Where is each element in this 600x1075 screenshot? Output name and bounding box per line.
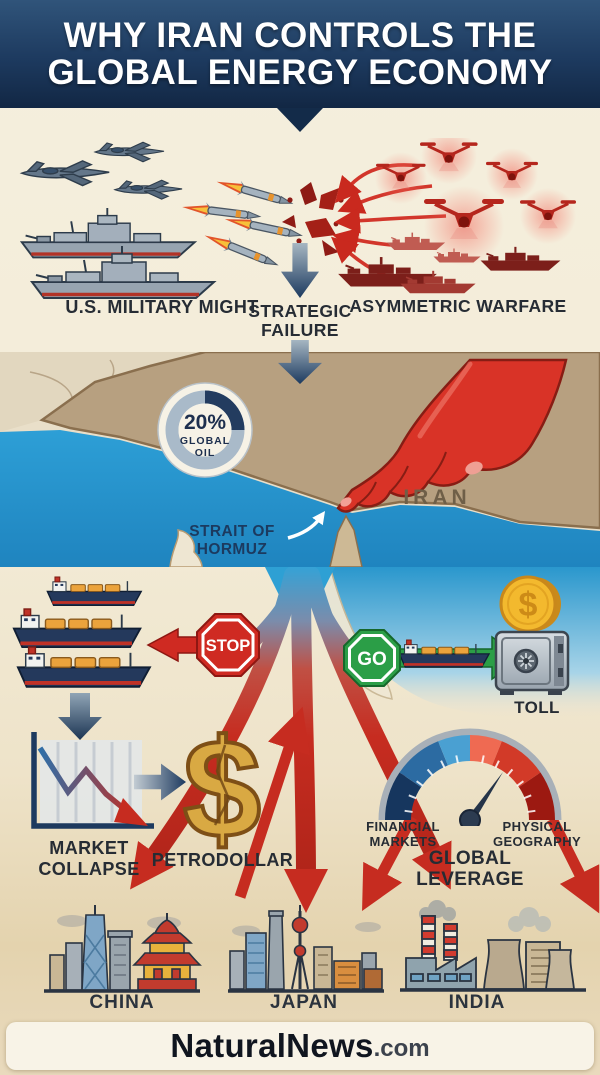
warships-icon: [20, 206, 216, 300]
gold-coin-icon: $: [499, 575, 561, 633]
petrodollar-icon: $: [181, 715, 263, 860]
oil-share-pie: 20% GLOBAL OIL: [157, 382, 253, 478]
china-skyline-icon: [44, 905, 202, 993]
gauge-ticks: [404, 755, 536, 813]
musandam-peninsula: [329, 514, 363, 567]
brand-name: NaturalNews: [170, 1027, 374, 1064]
gauge-left-line2: MARKETS: [369, 833, 437, 849]
title-line-2: GLOBAL ENERGY ECONOMY: [47, 53, 553, 92]
blocked-tankers-icon: [12, 575, 152, 689]
footer-bar: NaturalNews .com: [6, 1022, 594, 1070]
red-hand-icon: [336, 358, 568, 513]
strategic-failure-line1: STRATEGIC: [248, 301, 352, 321]
drone-swarm-icon: [374, 138, 578, 266]
japan-skyline-icon: [228, 905, 384, 993]
gauge-left-line1: FINANCIAL: [366, 819, 440, 834]
destination-label-china: CHINA: [89, 992, 155, 1013]
india-industry-icon: [400, 900, 586, 992]
oil-share-label2: OIL: [195, 447, 216, 459]
oil-share-label1: GLOBAL: [180, 435, 230, 447]
petrodollar-label: PETRODOLLAR: [151, 850, 294, 870]
go-sign-label: GO: [357, 649, 387, 670]
down-arrow-icon: [58, 693, 102, 740]
toll-vault-icon: $: [494, 575, 570, 695]
coin-dollar-symbol: $: [519, 586, 538, 624]
stop-sign-icon: STOP: [196, 613, 260, 677]
gauge-right-line1: PHYSICAL: [502, 819, 572, 834]
destination-arrows: [234, 706, 600, 914]
military-scene: [20, 138, 578, 300]
destination-label-india: INDIA: [448, 992, 506, 1013]
explosion-icon: [282, 182, 344, 256]
pie-slice-20pct: [204, 390, 245, 431]
crack-line: [213, 744, 231, 826]
asymmetric-warfare-label: ASYMMETRIC WARFARE: [349, 296, 567, 316]
brand-domain: .com: [373, 1035, 430, 1062]
leverage-gauge: [378, 728, 562, 826]
financial-markets-label: FINANCIAL MARKETS: [353, 819, 453, 849]
gauge-needle: [464, 772, 503, 822]
safe-icon: [494, 630, 570, 695]
strait-line1: STRAIT OF: [189, 523, 275, 540]
gauge-right-line2: GEOGRAPHY: [492, 833, 582, 849]
toll-label: TOLL: [514, 698, 560, 717]
decline-arrowhead: [114, 798, 148, 826]
header-banner: WHY IRAN CONTROLS THE GLOBAL ENERGY ECON…: [0, 0, 600, 108]
oil-share-value: 20%: [184, 411, 226, 434]
physical-geography-label: PHYSICAL GEOGRAPHY: [487, 819, 587, 849]
hormuz-map: [0, 352, 600, 567]
qatar-peninsula: [169, 529, 203, 567]
title-line-1: WHY IRAN CONTROLS THE: [63, 16, 537, 55]
stop-sign-label: STOP: [206, 637, 251, 655]
cooling-tower-icon: [544, 949, 576, 990]
smoke-icon: [419, 900, 551, 932]
petrodollar-symbol: $: [183, 715, 261, 860]
strategic-failure-label: STRATEGIC FAILURE: [226, 302, 374, 340]
iran-label: IRAN: [403, 486, 471, 509]
strait-line2: HORMUZ: [196, 540, 268, 558]
gauge-hub: [459, 809, 481, 826]
strategic-failure-line2: FAILURE: [261, 320, 339, 340]
market-line2: COLLAPSE: [38, 859, 140, 879]
header-notch: [277, 108, 323, 132]
market-collapse-chart: [31, 732, 154, 829]
cooling-tower-icon: [483, 939, 525, 990]
strait-pointer-arrow: [287, 510, 326, 540]
persian-gulf-water: [0, 430, 600, 567]
fighter-jets-icon: [21, 141, 183, 200]
chimney-icon: [421, 915, 458, 961]
oil-share-badge: 20% GLOBAL OIL: [157, 382, 253, 478]
strait-of-hormuz-label: STRAIT OF HORMUZ: [170, 523, 294, 558]
market-collapse-label: MARKET COLLAPSE: [24, 838, 154, 880]
go-sign-icon: GO: [343, 629, 401, 687]
destination-label-japan: JAPAN: [270, 992, 338, 1013]
market-line1: MARKET: [49, 838, 129, 858]
global-leverage-label: GLOBAL LEVERAGE: [416, 848, 524, 891]
us-military-label: U.S. MILITARY MIGHT: [65, 297, 259, 317]
